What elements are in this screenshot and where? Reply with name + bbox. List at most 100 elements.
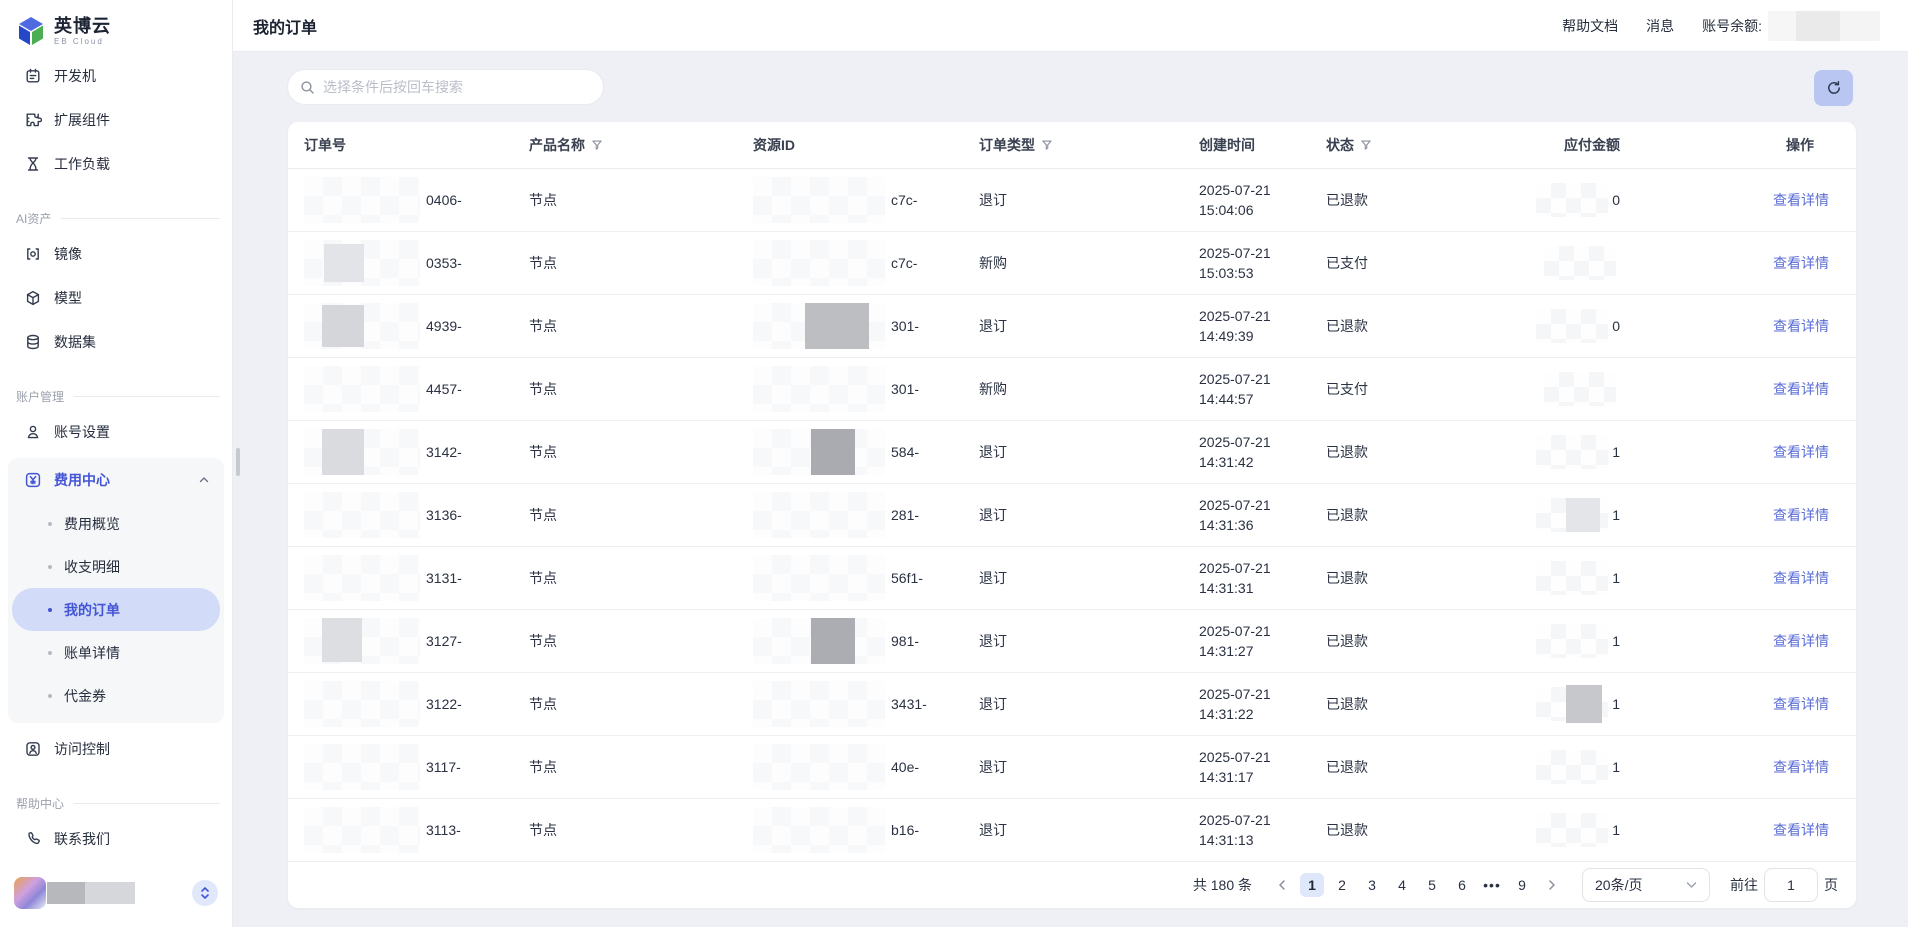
- column-header-amount: 应付金额: [1564, 137, 1620, 153]
- amount-redaction: [1536, 183, 1609, 217]
- status: 已退款: [1326, 696, 1368, 712]
- view-details-link[interactable]: 查看详情: [1773, 507, 1829, 523]
- prev-page-button[interactable]: [1270, 873, 1294, 897]
- created-time: 2025-07-21 15:04:06: [1199, 182, 1271, 218]
- created-time: 2025-07-21 15:03:53: [1199, 245, 1271, 281]
- status: 已退款: [1326, 570, 1368, 586]
- view-details-link[interactable]: 查看详情: [1773, 759, 1829, 775]
- table-row: 3113- 节点 b16- 退订 2025-07-21 14:31:13 已退款 …: [288, 799, 1856, 862]
- resource-id: c7c-: [891, 192, 918, 208]
- page-button-9[interactable]: 9: [1510, 873, 1534, 897]
- resource-id: 281-: [891, 507, 920, 523]
- next-page-button[interactable]: [1540, 873, 1564, 897]
- sidebar: 英博云 EB Cloud 开发机 扩展组件 工作负载 AI资产: [0, 0, 240, 927]
- view-details-link[interactable]: 查看详情: [1773, 822, 1829, 838]
- page-button-2[interactable]: 2: [1330, 873, 1354, 897]
- page-button-5[interactable]: 5: [1420, 873, 1444, 897]
- brand-name: 英博云: [54, 15, 111, 36]
- sidebar-subitem-my-orders[interactable]: 我的订单: [12, 588, 220, 631]
- page-button-3[interactable]: 3: [1360, 873, 1384, 897]
- sidebar-item-images[interactable]: 镜像: [8, 232, 224, 276]
- table-header: 订单号 产品名称 资源ID 订单类型 创建时间: [288, 122, 1856, 169]
- sidebar-subitem-cost-overview[interactable]: 费用概览: [12, 502, 220, 545]
- brand-logo: 英博云 EB Cloud: [16, 10, 216, 52]
- balance-redaction: [1768, 10, 1880, 41]
- page-size-select[interactable]: 20条/页: [1582, 868, 1710, 902]
- view-details-link[interactable]: 查看详情: [1773, 318, 1829, 334]
- status: 已退款: [1326, 318, 1368, 334]
- refresh-icon: [1827, 80, 1840, 94]
- sidebar-item-label: 收支明细: [64, 558, 120, 575]
- view-details-link[interactable]: 查看详情: [1773, 570, 1829, 586]
- view-details-link[interactable]: 查看详情: [1773, 696, 1829, 712]
- created-time: 2025-07-21 14:31:22: [1199, 686, 1271, 722]
- table-row: 3127- 节点 981- 退订 2025-07-21 14:31:27 已退款 …: [288, 610, 1856, 673]
- help-docs-link[interactable]: 帮助文档: [1562, 17, 1619, 34]
- resource-id-redaction: [753, 303, 885, 349]
- order-type: 退订: [979, 633, 1007, 649]
- sidebar-section-help: 帮助中心: [8, 789, 224, 817]
- refresh-button[interactable]: [1814, 70, 1853, 106]
- goto-page-input[interactable]: [1764, 868, 1818, 902]
- view-details-link[interactable]: 查看详情: [1773, 255, 1829, 271]
- status: 已退款: [1326, 633, 1368, 649]
- sidebar-section-ai-assets: AI资产: [8, 204, 224, 232]
- pagination-bar: 共 180 条 1 2 3 4 5 6 ••• 9 2: [288, 862, 1856, 908]
- sidebar-item-contact-us[interactable]: 联系我们: [8, 817, 224, 861]
- resource-id-redaction: [753, 366, 885, 412]
- cost-center-group: 费用中心 费用概览 收支明细 我的订单 账单详情: [8, 458, 224, 723]
- page-button-4[interactable]: 4: [1390, 873, 1414, 897]
- sidebar-item-label: 费用概览: [64, 515, 120, 532]
- sidebar-item-workload[interactable]: 工作负载: [8, 142, 224, 186]
- view-details-link[interactable]: 查看详情: [1773, 633, 1829, 649]
- sidebar-item-label: 代金券: [64, 687, 106, 704]
- view-details-link[interactable]: 查看详情: [1773, 192, 1829, 208]
- column-header-product-name: 产品名称: [529, 135, 753, 155]
- view-details-link[interactable]: 查看详情: [1773, 444, 1829, 460]
- user-row: [8, 873, 224, 913]
- sidebar-item-datasets[interactable]: 数据集: [8, 320, 224, 364]
- product-name: 节点: [529, 507, 557, 523]
- resource-id-redaction: [753, 429, 885, 475]
- sidebar-subitem-bill-details[interactable]: 账单详情: [12, 631, 220, 674]
- sidebar-subitem-income-expense[interactable]: 收支明细: [12, 545, 220, 588]
- resource-id-redaction: [753, 240, 885, 286]
- product-name: 节点: [529, 633, 557, 649]
- cube-logo-icon: [19, 17, 43, 45]
- view-details-link[interactable]: 查看详情: [1773, 381, 1829, 397]
- top-bar: 我的订单 帮助文档 消息 账号余额:: [233, 0, 1908, 52]
- created-time: 2025-07-21 14:31:36: [1199, 497, 1271, 533]
- sidebar-item-dev-machine[interactable]: 开发机: [8, 54, 224, 98]
- table-row: 4939- 节点 301- 退订 2025-07-21 14:49:39 已退款 …: [288, 295, 1856, 358]
- orders-table-card: 订单号 产品名称 资源ID 订单类型 创建时间: [288, 122, 1856, 908]
- account-switcher-button[interactable]: [192, 880, 218, 906]
- product-name: 节点: [529, 192, 557, 208]
- amount-redaction: [1536, 750, 1609, 784]
- page-button-1[interactable]: 1: [1300, 873, 1324, 897]
- sidebar-resize-handle[interactable]: [236, 448, 240, 476]
- filter-icon[interactable]: [1041, 139, 1053, 151]
- filter-icon[interactable]: [1360, 139, 1372, 151]
- sidebar-item-label: 扩展组件: [54, 112, 110, 128]
- goto-suffix: 页: [1824, 877, 1838, 893]
- avatar[interactable]: [14, 877, 46, 909]
- sidebar-item-cost-center[interactable]: 费用中心: [8, 458, 224, 502]
- page-button-6[interactable]: 6: [1450, 873, 1474, 897]
- total-count: 共 180 条: [1192, 877, 1252, 893]
- filter-icon[interactable]: [591, 139, 603, 151]
- search-input[interactable]: [323, 79, 591, 95]
- sidebar-item-models[interactable]: 模型: [8, 276, 224, 320]
- messages-link[interactable]: 消息: [1646, 17, 1675, 34]
- sidebar-item-access-control[interactable]: 访问控制: [8, 727, 224, 771]
- sidebar-subitem-vouchers[interactable]: 代金券: [12, 674, 220, 717]
- page-ellipsis[interactable]: •••: [1483, 877, 1501, 893]
- sidebar-item-label: 镜像: [54, 246, 82, 262]
- product-name: 节点: [529, 381, 557, 397]
- created-time: 2025-07-21 14:31:17: [1199, 749, 1271, 785]
- resource-id: 301-: [891, 381, 920, 397]
- sidebar-item-extensions[interactable]: 扩展组件: [8, 98, 224, 142]
- created-time: 2025-07-21 14:31:42: [1199, 434, 1271, 470]
- table-row: 3142- 节点 584- 退订 2025-07-21 14:31:42 已退款 …: [288, 421, 1856, 484]
- sidebar-item-account-settings[interactable]: 账号设置: [8, 410, 224, 454]
- order-type: 退订: [979, 318, 1007, 334]
